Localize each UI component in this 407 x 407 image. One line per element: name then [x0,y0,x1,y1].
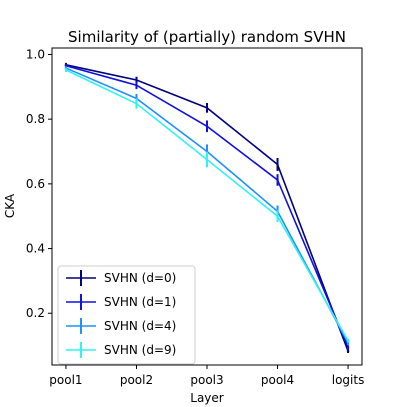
data-point-s3-3 [276,215,279,218]
x-tick-label-2: pool3 [190,373,223,387]
legend-label-0: SVHN (d=0) [104,271,176,285]
legend-label-2: SVHN (d=4) [104,319,176,333]
x-tick-label-0: pool1 [49,373,82,387]
y-tick-label-2: 0.6 [26,177,45,191]
legend-label-3: SVHN (d=9) [104,343,176,357]
y-axis-label: CKA [3,193,17,218]
data-point-s3-2 [205,158,209,161]
x-axis-label: Layer [190,391,224,405]
chart-title: Similarity of (partially) random SVHN [68,28,346,46]
data-point-s3-1 [135,102,138,105]
y-tick-label-3: 0.8 [26,112,45,126]
data-point-s0-1 [135,78,138,82]
data-point-s1-2 [205,125,209,128]
x-tick-label-3: pool4 [261,373,294,387]
plot-area: 0.2 0.4 0.6 0.8 1.0 pool1 pool2 pool3 pool4 logit… [26,47,364,387]
y-tick-label-4: 1.0 [26,47,45,61]
legend-box [57,265,196,365]
data-point-s3-4 [346,339,350,342]
data-point-s0-2 [205,106,209,110]
data-point-s0-3 [276,163,279,166]
y-tick-label-1: 0.4 [26,242,45,256]
data-point-s0-4 [346,349,350,353]
data-point-s3-0 [64,68,68,72]
y-tick-label-0: 0.2 [26,306,45,320]
x-tick-label-1: pool2 [120,373,153,387]
legend-label-1: SVHN (d=1) [104,295,176,309]
data-point-s1-1 [135,83,138,87]
data-point-s1-3 [276,178,279,182]
data-point-s1-4 [346,346,350,349]
x-tick-label-4: logits [332,373,365,387]
